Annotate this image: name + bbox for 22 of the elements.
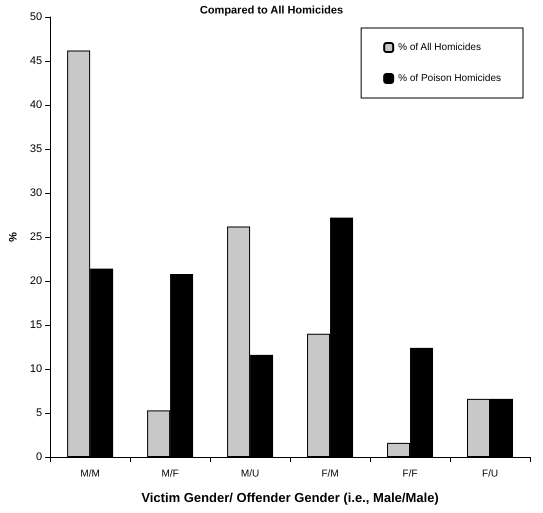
x-tick-label: F/U (482, 468, 498, 480)
y-tick-label: 10 (30, 363, 42, 375)
chart-title: Compared to All Homicides (200, 4, 344, 16)
y-tick-label: 5 (36, 407, 42, 419)
y-tick-label: 50 (30, 11, 42, 23)
y-axis-title: % (8, 232, 20, 242)
y-tick-label: 15 (30, 319, 42, 331)
x-tick-label: M/M (80, 468, 100, 480)
y-tick-label: 25 (30, 231, 42, 243)
x-axis-title: Victim Gender/ Offender Gender (i.e., Male/Male) (141, 490, 439, 505)
y-tick-label: 20 (30, 275, 42, 287)
legend-label: % of Poison Homicides (398, 73, 502, 84)
legend-label: % of All Homicides (398, 42, 481, 53)
x-tick-label: F/F (402, 468, 418, 480)
y-tick-label: 35 (30, 143, 42, 155)
y-tick-label: 30 (30, 187, 42, 199)
y-tick-label: 45 (30, 55, 42, 67)
y-tick-label: 0 (36, 451, 42, 463)
x-tick-label: F/M (321, 468, 339, 480)
x-tick-label: M/F (161, 468, 179, 480)
y-tick-label: 40 (30, 99, 42, 111)
x-tick-label: M/U (240, 468, 260, 480)
